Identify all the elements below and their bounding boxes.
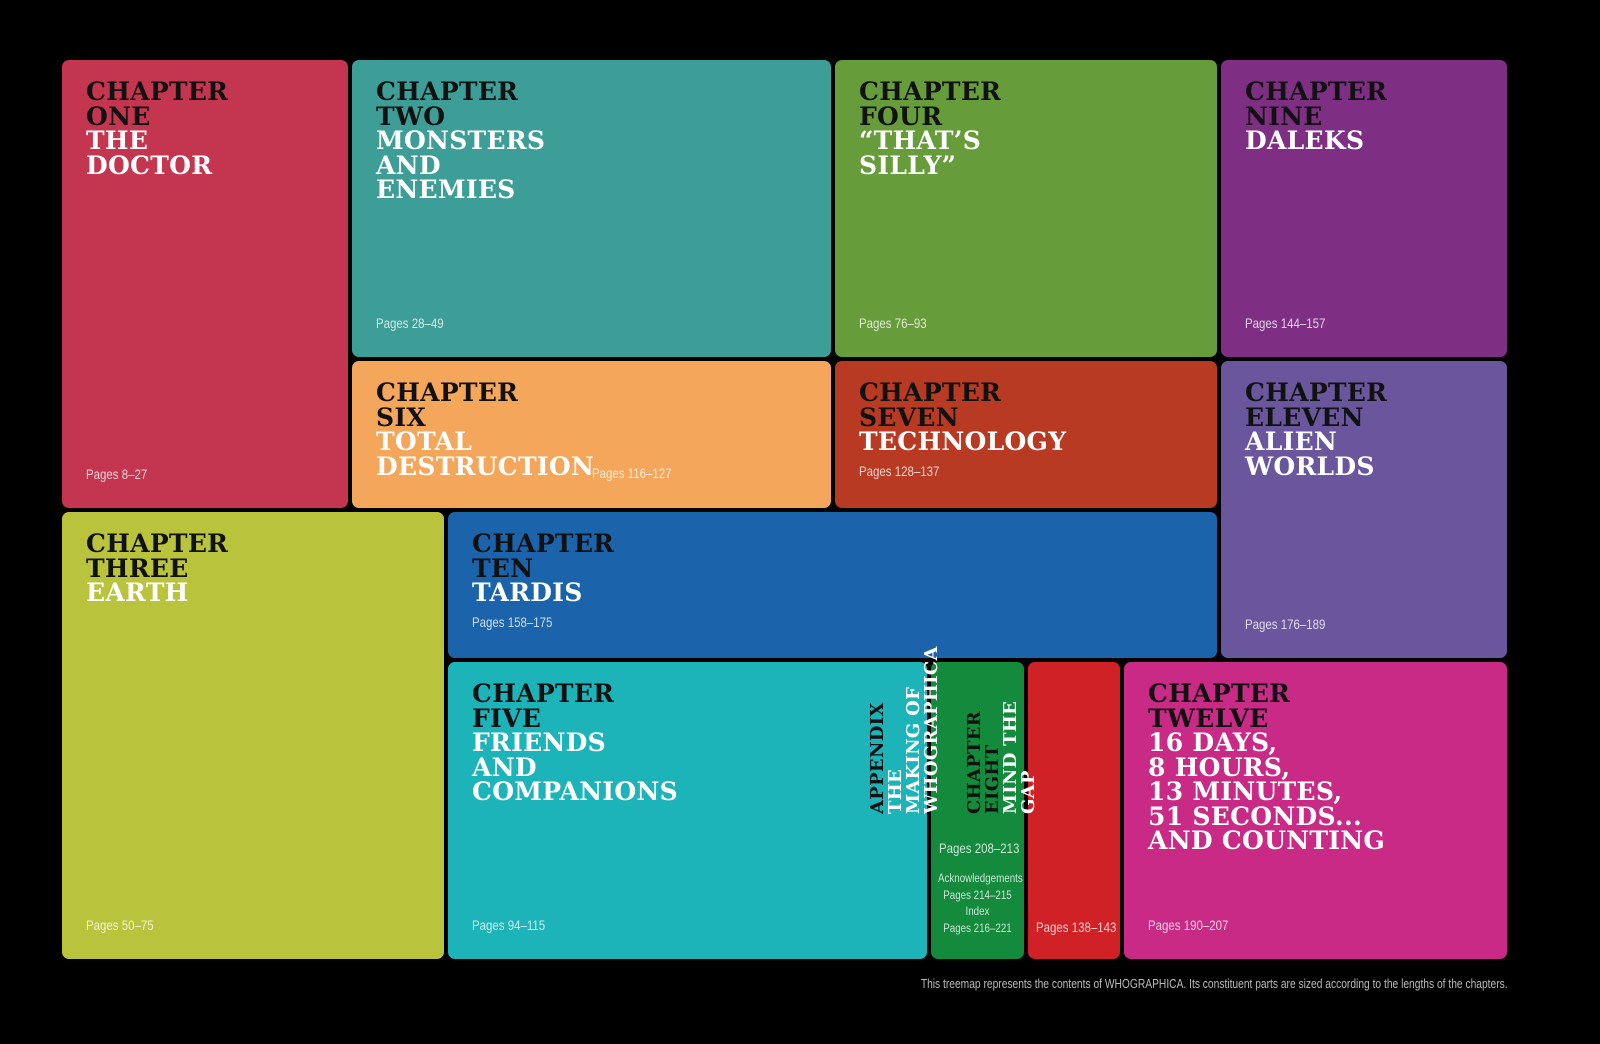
chapter-number: Eleven [1245,402,1364,432]
tile-ch5: Chapter Five Friends and Companions Pages 94–… [448,662,927,959]
chapter-number: Chapter [376,378,519,407]
page-range: Pages 144–157 [1245,315,1326,331]
chapter-number: Chapter [1245,77,1388,106]
tile-heading: Appendix The Making of Whographica [867,646,942,814]
extra-line: Acknowledgements [937,873,1023,885]
chapter-title: Worlds [1245,451,1375,481]
tile-heading: Chapter Five Friends and Companions [472,679,903,806]
chapter-title: Gap [1018,770,1039,814]
chapter-number: Chapter [1148,679,1291,708]
tile-heading: Chapter Seven Technology [859,378,1193,456]
chapter-number: Two [376,101,446,131]
chapter-title: and [376,150,441,180]
tile-ch1: Chapter One The Doctor Pages 8–27 [62,60,348,508]
chapter-title: Total [376,427,473,456]
chapter-number: Five [472,703,542,733]
chapter-title: Destruction [376,451,595,481]
tile-ch7: Chapter Seven Technology Pages 128–137 [835,361,1217,508]
tile-ch4: Chapter Four “That’s Silly” Pages 76–93 [835,60,1217,357]
chapter-number: Three [86,553,189,583]
chapter-number: Chapter [859,77,1002,106]
chapter-number: Ten [472,553,534,583]
chapter-number: Nine [1245,101,1323,131]
tile-heading: Chapter Twelve 16 Days, 8 Hours, 13 Minutes,… [1148,679,1483,855]
extra-line: Index [965,906,990,918]
tile-ch2: Chapter Two Monsters and Enemies Pages 28–49 [352,60,831,357]
tile-heading: Chapter Two Monsters and Enemies [376,77,807,204]
page-range: Pages 94–115 [472,917,546,933]
page-range: Pages 8–27 [86,466,148,482]
chapter-title: 13 Minutes, [1148,777,1343,806]
chapter-number: Chapter [86,529,229,558]
chapter-title: Whographica [921,646,942,814]
chapter-title: and [472,752,537,782]
page-range: Pages 190–207 [1148,917,1229,933]
chapter-title: and Counting [1148,826,1386,855]
chapter-number: Six [376,402,427,432]
chapter-number: Four [859,101,943,131]
caption: This treemap represents the contents of … [921,977,1508,991]
tile-ch3: Chapter Three Earth Pages 50–75 [62,512,444,959]
chapter-number: Chapter [859,378,1002,407]
chapter-title: Technology [859,427,1067,456]
tile-ch12: Chapter Twelve 16 Days, 8 Hours, 13 Minutes,… [1124,662,1507,959]
chapter-title: Earth [86,578,189,607]
chapter-number: Twelve [1148,703,1269,733]
page-range: Pages 50–75 [86,917,154,933]
appendix-extras: Acknowledgements Pages 214–215 Index Pages … [937,871,1023,937]
chapter-title: Monsters [376,126,546,155]
chapter-title: Daleks [1245,126,1365,155]
tile-heading: Chapter Six Total Destruction [376,378,807,481]
extra-line: Pages 216–221 [943,922,1012,935]
tile-ch6: Chapter Six Total Destruction Pages 116–127 [352,361,831,508]
tile-heading: Chapter Nine Daleks [1245,77,1483,155]
chapter-title: 16 Days, [1148,728,1278,757]
tile-heading: Chapter Ten Tardis [472,529,1193,607]
tile-heading: Chapter Eleven Alien Worlds [1245,378,1483,481]
page-range: Pages 158–175 [472,613,553,630]
page-range: Pages 28–49 [376,315,444,331]
page-range: Pages 128–137 [859,462,940,479]
chapter-number: Seven [859,402,959,432]
tile-ch10: Chapter Ten Tardis Pages 158–175 [448,512,1217,658]
chapter-number: Chapter [1245,378,1388,407]
tile-heading: Chapter Three Earth [86,529,420,607]
tile-ch9: Chapter Nine Daleks Pages 144–157 [1221,60,1507,357]
tile-heading: Chapter Four “That’s Silly” [859,77,1193,180]
chapter-title: Enemies [376,175,516,204]
page-range: Pages 116–127 [592,465,672,481]
tile-heading: Chapter Eight Mind the Gap [964,701,1039,814]
tile-heading: Chapter One The Doctor [86,77,324,180]
chapter-title: Tardis [472,578,583,607]
chapter-title: Alien [1245,427,1338,456]
chapter-title: Friends [472,728,606,757]
chapter-title: Companions [472,777,678,806]
chapter-number: Chapter [472,529,615,558]
chapter-number: Chapter [86,77,229,106]
chapter-title: Doctor [86,150,213,180]
chapter-number: One [86,101,151,131]
chapter-title: 8 Hours, [1148,752,1291,782]
chapter-number: Chapter [376,77,519,106]
page-range: Pages 176–189 [1245,616,1326,632]
page-range: Pages 76–93 [859,315,927,331]
extra-line: Pages 214–215 [943,889,1012,902]
tile-app: Appendix The Making of Whographica Pages 208… [867,646,1024,959]
page-range: Pages 208–213 [939,840,1020,856]
chapter-title: The [86,126,149,155]
chapter-number: Chapter [472,679,615,708]
chapter-title: 51 Seconds... [1148,801,1362,831]
tile-ch8: Chapter Eight Mind the Gap Pages 138–143 [964,662,1120,959]
page-range: Pages 138–143 [1036,919,1117,935]
chapter-title: Silly” [859,150,957,180]
chapter-title: “That’s [859,126,982,155]
tile-ch11: Chapter Eleven Alien Worlds Pages 176–189 [1221,361,1507,658]
